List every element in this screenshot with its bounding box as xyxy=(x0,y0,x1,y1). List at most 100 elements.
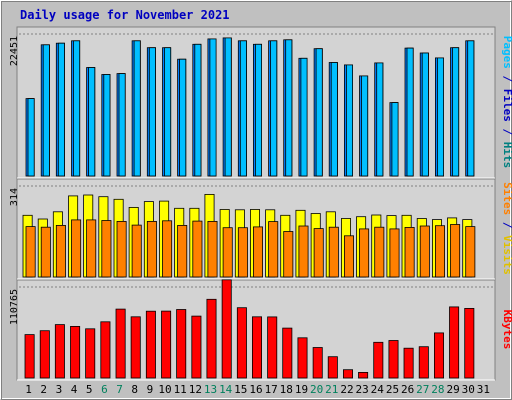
bar-hits-pages-5 xyxy=(88,67,96,177)
bar-visits-sites-30 xyxy=(465,226,476,278)
bar-kbytes-kbytes-13 xyxy=(206,298,217,379)
bar-visits-sites-24 xyxy=(374,226,385,278)
bar-kbytes-kbytes-4 xyxy=(70,325,81,379)
x-tick-label-11: 11 xyxy=(174,383,187,396)
bar-visits-sites-28 xyxy=(434,225,445,278)
y-max-label: 314 xyxy=(9,188,20,206)
bar-visits-sites-23 xyxy=(359,228,370,278)
bar-visits-sites-12 xyxy=(192,220,203,278)
x-tick-label-9: 9 xyxy=(147,383,154,396)
bar-kbytes-kbytes-14 xyxy=(221,279,232,379)
x-tick-label-19: 19 xyxy=(295,383,308,396)
bars-kbytes xyxy=(24,279,475,379)
bar-kbytes-kbytes-27 xyxy=(418,346,429,379)
x-tick-label-5: 5 xyxy=(86,383,93,396)
bar-kbytes-kbytes-20 xyxy=(312,347,323,379)
bar-hits-pages-13 xyxy=(209,38,217,177)
x-tick-label-6: 6 xyxy=(101,383,108,396)
bar-visits-sites-4 xyxy=(71,219,82,278)
bar-kbytes-kbytes-1 xyxy=(24,334,35,379)
bar-kbytes-kbytes-28 xyxy=(433,332,444,379)
bar-hits-pages-8 xyxy=(133,40,141,177)
x-tick-label-25: 25 xyxy=(386,383,399,396)
bar-kbytes-kbytes-24 xyxy=(373,341,384,379)
side-label: KBytes xyxy=(501,310,512,350)
bar-visits-sites-14 xyxy=(222,227,233,278)
bar-hits-pages-16 xyxy=(254,43,262,177)
side-label: Sites / Visits xyxy=(501,182,512,275)
bar-visits-sites-15 xyxy=(237,227,248,278)
x-tick-label-15: 15 xyxy=(234,383,247,396)
chart-title: Daily usage for November 2021 xyxy=(20,8,230,22)
y-max-label: 110765 xyxy=(9,289,20,325)
x-tick-label-2: 2 xyxy=(40,383,47,396)
panel-kbytes: 110765 KBytes xyxy=(9,279,512,381)
bar-hits-pages-27 xyxy=(421,52,429,177)
bar-visits-sites-25 xyxy=(389,228,400,278)
bar-visits-sites-27 xyxy=(419,225,430,278)
bar-kbytes-kbytes-19 xyxy=(297,337,308,379)
bar-kbytes-kbytes-11 xyxy=(176,309,187,379)
bar-hits-pages-17 xyxy=(270,40,278,177)
x-tick-label-31: 31 xyxy=(477,383,490,396)
x-tick-label-21: 21 xyxy=(325,383,338,396)
bar-hits-pages-28 xyxy=(436,57,444,177)
x-tick-label-20: 20 xyxy=(310,383,323,396)
bar-hits-pages-1 xyxy=(27,98,35,177)
bar-visits-sites-1 xyxy=(25,226,36,278)
side-label-part: KBytes xyxy=(501,310,512,350)
x-tick-label-30: 30 xyxy=(462,383,475,396)
x-tick-label-23: 23 xyxy=(355,383,368,396)
side-label-part: Sites xyxy=(501,182,512,215)
bar-hits-pages-23 xyxy=(361,75,369,177)
bar-kbytes-kbytes-5 xyxy=(85,328,96,379)
x-axis-labels: 1 2 3 4 5 6 7 8 9 10 11 12 13 14 15 16 17 18 19 20 21 22 23 24 2… xyxy=(25,383,490,396)
bar-visits-sites-17 xyxy=(268,221,279,278)
bar-hits-pages-24 xyxy=(376,62,384,177)
bar-hits-pages-19 xyxy=(300,57,308,177)
bar-kbytes-kbytes-17 xyxy=(267,316,278,379)
bar-visits-sites-26 xyxy=(404,226,415,278)
bar-visits-sites-20 xyxy=(313,228,324,278)
bar-visits-sites-21 xyxy=(328,226,339,278)
bar-hits-pages-2 xyxy=(42,44,50,177)
x-tick-label-10: 10 xyxy=(158,383,171,396)
bar-kbytes-kbytes-9 xyxy=(145,310,156,379)
bar-hits-pages-7 xyxy=(118,73,126,177)
bar-visits-sites-13 xyxy=(207,220,218,278)
bar-kbytes-kbytes-25 xyxy=(388,340,399,379)
bar-visits-sites-22 xyxy=(343,235,354,278)
bar-hits-pages-20 xyxy=(315,48,323,177)
x-tick-label-16: 16 xyxy=(249,383,262,396)
side-label-part: / xyxy=(501,122,512,142)
bar-visits-sites-16 xyxy=(252,226,263,278)
bar-hits-pages-30 xyxy=(467,40,475,177)
bar-kbytes-kbytes-3 xyxy=(54,324,65,379)
bar-hits-pages-9 xyxy=(148,47,156,177)
bar-hits-pages-18 xyxy=(285,39,293,177)
bar-visits-sites-19 xyxy=(298,225,309,278)
side-label-part: Files xyxy=(501,89,512,122)
bar-hits-pages-22 xyxy=(345,64,353,177)
bar-visits-sites-10 xyxy=(162,220,173,278)
bar-hits-pages-4 xyxy=(73,40,81,177)
bar-visits-sites-7 xyxy=(116,220,127,278)
bar-hits-pages-11 xyxy=(179,58,187,177)
bar-hits-pages-26 xyxy=(406,47,414,177)
bar-kbytes-kbytes-21 xyxy=(327,356,338,379)
bar-visits-sites-18 xyxy=(283,231,294,278)
bar-kbytes-kbytes-12 xyxy=(191,315,202,379)
bar-kbytes-kbytes-10 xyxy=(161,310,172,379)
bar-visits-sites-2 xyxy=(40,226,51,278)
bar-visits-sites-9 xyxy=(146,220,157,278)
bar-kbytes-kbytes-26 xyxy=(403,347,414,379)
x-tick-label-4: 4 xyxy=(71,383,78,396)
x-tick-label-7: 7 xyxy=(116,383,123,396)
x-tick-label-8: 8 xyxy=(131,383,138,396)
side-label-part: Visits xyxy=(501,235,512,275)
x-tick-label-22: 22 xyxy=(340,383,353,396)
x-tick-label-29: 29 xyxy=(446,383,459,396)
bar-hits-pages-12 xyxy=(194,43,202,177)
panel-hits: 22451 Pages / Files / Hits xyxy=(9,26,512,179)
